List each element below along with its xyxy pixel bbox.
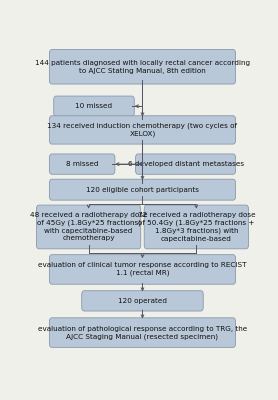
FancyBboxPatch shape bbox=[54, 96, 134, 116]
FancyBboxPatch shape bbox=[136, 154, 235, 174]
Text: 6 developed distant metastases: 6 developed distant metastases bbox=[128, 161, 244, 167]
Text: 72 received a radiotherapy dose
of 50.4Gy (1.8Gy*25 fractions +
1.8Gy*3 fraction: 72 received a radiotherapy dose of 50.4G… bbox=[138, 212, 255, 242]
FancyBboxPatch shape bbox=[49, 50, 235, 84]
Text: 120 operated: 120 operated bbox=[118, 298, 167, 304]
FancyBboxPatch shape bbox=[144, 205, 249, 249]
Text: 48 received a radiotherapy dose
of 45Gy (1.8Gy*25 fractions)
with capecitabine-b: 48 received a radiotherapy dose of 45Gy … bbox=[30, 212, 147, 242]
Text: 134 received induction chemotherapy (two cycles of
XELOX): 134 received induction chemotherapy (two… bbox=[48, 123, 237, 137]
Text: 120 eligible cohort participants: 120 eligible cohort participants bbox=[86, 187, 199, 193]
FancyBboxPatch shape bbox=[49, 318, 235, 347]
Text: evaluation of pathological response according to TRG, the
AJCC Staging Manual (r: evaluation of pathological response acco… bbox=[38, 326, 247, 340]
FancyBboxPatch shape bbox=[82, 291, 203, 311]
Text: 8 missed: 8 missed bbox=[66, 161, 98, 167]
Text: 10 missed: 10 missed bbox=[75, 103, 113, 109]
FancyBboxPatch shape bbox=[49, 154, 115, 174]
FancyBboxPatch shape bbox=[36, 205, 141, 249]
Text: evaluation of clinical tumor response according to RECIST
1.1 (rectal MR): evaluation of clinical tumor response ac… bbox=[38, 262, 247, 276]
FancyBboxPatch shape bbox=[49, 116, 235, 144]
FancyBboxPatch shape bbox=[49, 179, 235, 200]
Text: 144 patients diagnosed with locally rectal cancer according
to AJCC Stating Manu: 144 patients diagnosed with locally rect… bbox=[35, 60, 250, 74]
FancyBboxPatch shape bbox=[49, 255, 235, 284]
